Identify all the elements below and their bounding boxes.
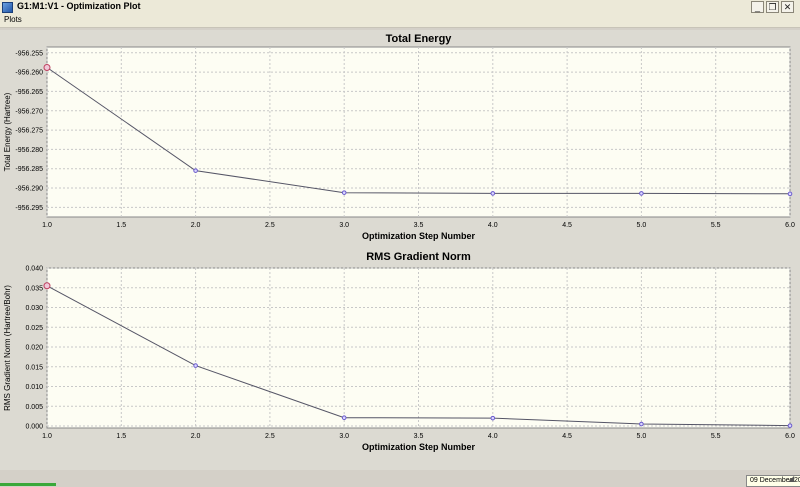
chart2-xtick-label: 4.0 <box>488 433 498 440</box>
chart2-xtick-label: 5.0 <box>637 433 647 440</box>
chart2-data-point <box>639 421 644 427</box>
chart1-ylabel: Total Energy (Hartree) <box>3 92 12 171</box>
chart1-title: Total Energy <box>386 33 453 45</box>
window-title: G1:M1:V1 - Optimization Plot <box>17 1 141 11</box>
chart2-ytick-label: 0.025 <box>25 325 43 332</box>
resize-grip-icon[interactable]: ◢ <box>788 474 795 483</box>
chart1-ytick-label: -956.290 <box>15 186 43 193</box>
chart1-ytick-label: -956.260 <box>15 70 43 77</box>
chart2-data-point <box>341 415 347 421</box>
chart2-ytick-label: 0.035 <box>25 285 43 292</box>
chart1-xtick-label: 2.0 <box>191 222 201 229</box>
chart2-data-point <box>787 423 793 428</box>
chart1-data-point <box>341 190 347 195</box>
chart2-data-point <box>490 415 496 421</box>
chart2-ytick-label: 0.020 <box>25 345 43 352</box>
chart2-ylabel: RMS Gradient Norm (Hartree/Bohr) <box>3 285 12 411</box>
chart1-xtick-label: 4.0 <box>488 222 498 229</box>
minimize-button[interactable]: _ <box>751 1 764 13</box>
chart1-xtick-label: 1.0 <box>42 222 52 229</box>
window-titlebar: G1:M1:V1 - Optimization Plot _ ❐ ✕ <box>0 0 800 16</box>
chart1-xtick-label: 6.0 <box>785 222 795 229</box>
chart1-ytick-label: -956.295 <box>15 205 43 212</box>
chart1-ytick-label: -956.280 <box>15 147 43 154</box>
chart1-ytick-label: -956.255 <box>15 50 43 57</box>
chart2-xtick-label: 2.0 <box>191 433 201 440</box>
chart2-ytick-label: 0.010 <box>25 384 43 391</box>
chart1-xtick-label: 3.0 <box>339 222 349 229</box>
chart2-xtick-label: 4.5 <box>562 433 572 440</box>
chart2-xtick-label: 1.0 <box>42 433 52 440</box>
chart1-data-point <box>43 63 51 71</box>
chart1-xtick-label: 3.5 <box>414 222 424 229</box>
chart2-title: RMS Gradient Norm <box>366 251 471 263</box>
chart2-xtick-label: 6.0 <box>785 433 795 440</box>
chart1-xlabel: Optimization Step Number <box>362 231 476 241</box>
chart2-ytick-label: 0.005 <box>25 404 43 411</box>
chart1-series-line <box>46 67 791 195</box>
close-button[interactable]: ✕ <box>781 1 794 13</box>
chart1-xtick-label: 1.5 <box>116 222 126 229</box>
chart1-xtick-label: 2.5 <box>265 222 275 229</box>
chart1-ytick-label: -956.285 <box>15 166 43 173</box>
chart2-ytick-label: 0.000 <box>25 424 43 431</box>
app-icon <box>2 2 13 13</box>
status-bar: 09 December 2011 ◢ <box>0 474 800 487</box>
chart1-data-point <box>787 191 793 197</box>
chart2-xlabel: Optimization Step Number <box>362 442 476 452</box>
chart2-ytick-label: 0.030 <box>25 305 43 312</box>
chart1-data-point <box>639 191 644 196</box>
chart2-xtick-label: 3.5 <box>414 433 424 440</box>
chart2-xtick-label: 3.0 <box>339 433 349 440</box>
chart2-xtick-label: 5.5 <box>711 433 721 440</box>
optimization-plots: Total Energy 1.0 1.5 2.0 2.5 3.0 3.5 4.0 4.5 5.0 5… <box>0 30 800 470</box>
chart1-ytick-label: -956.270 <box>15 108 43 115</box>
chart2-series-line <box>46 285 791 427</box>
chart1-xtick-label: 5.0 <box>637 222 647 229</box>
chart2-ytick-label: 0.040 <box>25 266 43 273</box>
chart1-xtick-label: 4.5 <box>562 222 572 229</box>
chart1-data-point <box>193 168 198 173</box>
chart1-data-point <box>490 191 496 196</box>
restore-button[interactable]: ❐ <box>766 1 779 13</box>
chart1-ytick-label: -956.265 <box>15 89 43 96</box>
menu-bar: Plots <box>0 15 800 28</box>
chart2-data-point <box>43 282 51 290</box>
chart1-ytick-label: -956.275 <box>15 128 43 135</box>
chart2-data-point <box>193 363 198 368</box>
status-accent <box>0 483 56 486</box>
menu-item-plots[interactable]: Plots <box>4 15 22 24</box>
chart2-ytick-label: 0.015 <box>25 364 43 371</box>
chart2-xtick-label: 1.5 <box>116 433 126 440</box>
chart1-xtick-label: 5.5 <box>711 222 721 229</box>
chart2-xtick-label: 2.5 <box>265 433 275 440</box>
